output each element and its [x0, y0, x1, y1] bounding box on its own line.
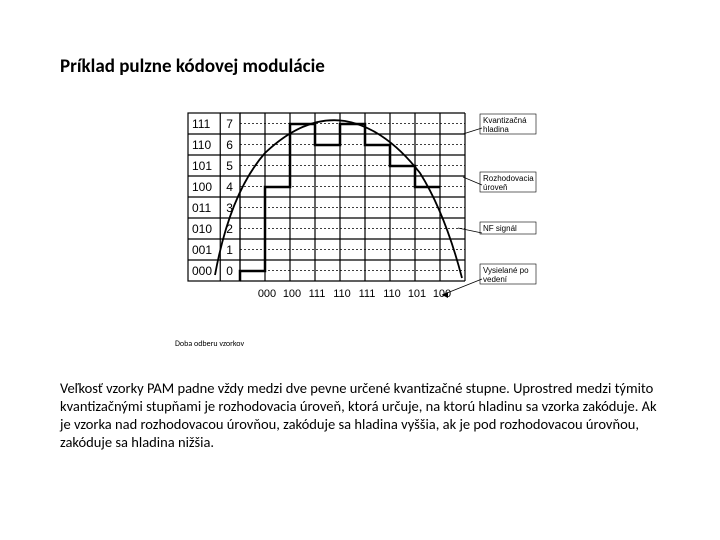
svg-text:úroveň: úroveň — [483, 183, 507, 192]
svg-text:111: 111 — [359, 288, 376, 300]
svg-text:111: 111 — [309, 288, 326, 300]
svg-text:101: 101 — [192, 159, 212, 173]
svg-text:Rozhodovacia: Rozhodovacia — [483, 174, 534, 183]
pcm-diagram-container: 1117110610151004011301020011000000010011… — [60, 103, 660, 333]
svg-text:000: 000 — [258, 288, 276, 300]
svg-text:100: 100 — [283, 288, 301, 300]
pcm-diagram: 1117110610151004011301020011000000010011… — [170, 103, 550, 333]
svg-text:111: 111 — [192, 117, 211, 131]
svg-text:4: 4 — [226, 180, 233, 194]
svg-text:110: 110 — [333, 288, 351, 300]
svg-text:101: 101 — [408, 288, 426, 300]
svg-text:5: 5 — [226, 159, 233, 173]
svg-text:110: 110 — [192, 138, 211, 152]
svg-text:6: 6 — [226, 138, 233, 152]
x-axis-caption: Doba odberu vzorkov — [60, 339, 720, 349]
svg-text:Kvantizačná: Kvantizačná — [483, 116, 527, 125]
svg-text:110: 110 — [383, 288, 401, 300]
svg-text:NF signál: NF signál — [483, 224, 517, 233]
svg-text:000: 000 — [192, 264, 212, 278]
svg-text:1: 1 — [226, 243, 233, 257]
svg-text:Vysielané po: Vysielané po — [483, 266, 529, 275]
svg-text:hladina: hladina — [483, 125, 509, 134]
svg-text:0: 0 — [226, 264, 233, 278]
svg-text:100: 100 — [433, 288, 451, 300]
svg-text:7: 7 — [226, 117, 233, 131]
svg-text:011: 011 — [192, 201, 211, 215]
body-paragraph: Veľkosť vzorky PAM padne vždy medzi dve … — [60, 379, 660, 452]
svg-text:vedení: vedení — [483, 275, 508, 284]
svg-text:001: 001 — [192, 243, 212, 257]
svg-text:010: 010 — [192, 222, 212, 236]
svg-text:100: 100 — [192, 180, 212, 194]
page-title: Príklad pulzne kódovej modulácie — [60, 55, 660, 78]
